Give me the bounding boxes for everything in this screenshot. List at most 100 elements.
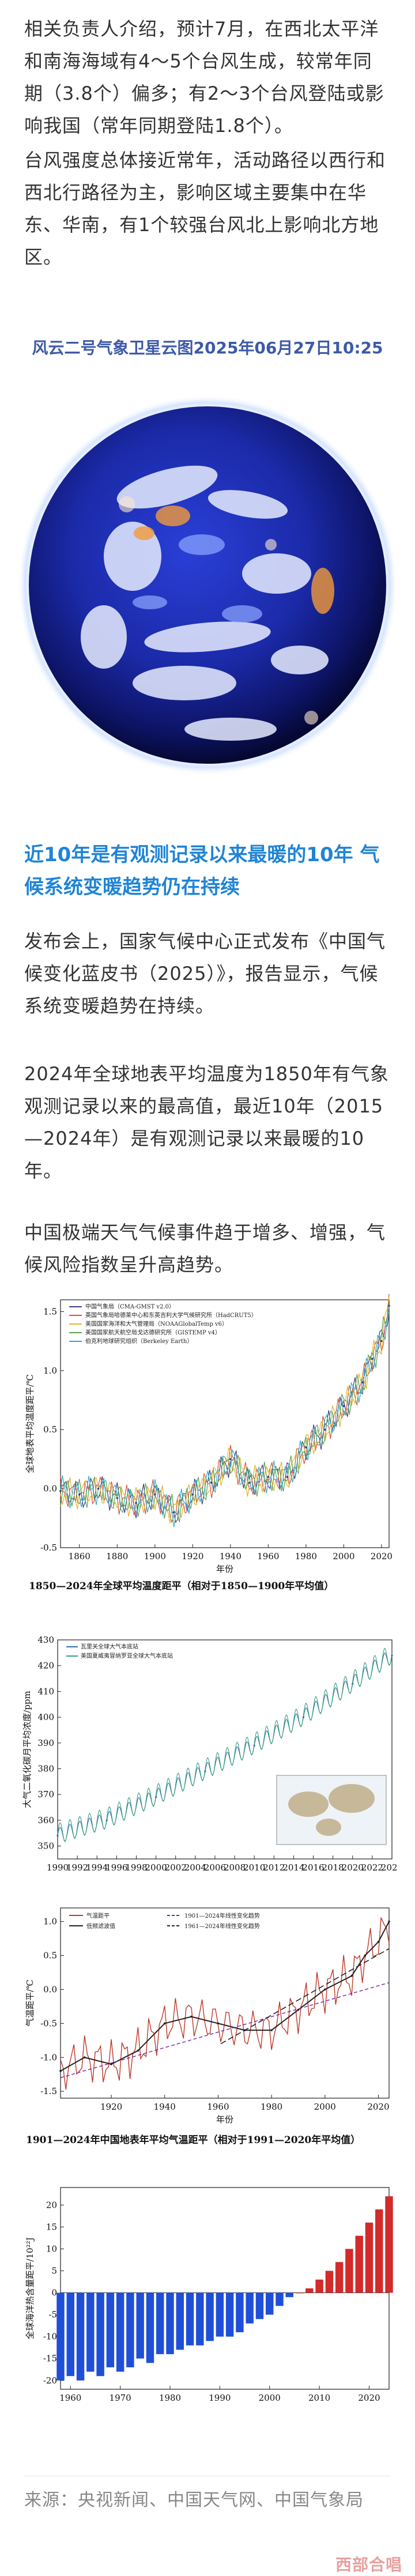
bar — [225, 2292, 234, 2337]
data-point — [388, 1920, 390, 1923]
inset-continent — [288, 1791, 329, 1817]
legend-label: 英国气象局哈德莱中心和东英吉利大学气候研究所（HadCRUT5） — [85, 1311, 257, 1319]
x-tick-label: 2024 — [381, 1862, 398, 1873]
data-point — [305, 1446, 307, 1449]
paragraph-bluebook: 发布会上，国家气候中心正式发布《中国气候变化蓝皮书（2025）》，报告显示，气候… — [24, 930, 386, 1017]
data-point — [210, 1481, 213, 1484]
series-line-filtered — [60, 1921, 390, 2072]
x-tick-label: 2000 — [259, 2393, 281, 2403]
data-point — [267, 1476, 270, 1478]
data-point — [59, 2070, 62, 2072]
bar — [315, 2279, 323, 2293]
y-tick-label: 0.0 — [43, 1984, 57, 1994]
x-tick-label: 2022 — [361, 1862, 383, 1873]
y-tick-label: 20 — [46, 2200, 57, 2210]
legend-label: 1901—2024年线性变化趋势 — [184, 1912, 260, 1919]
bar — [166, 2292, 174, 2355]
data-point — [302, 1716, 305, 1718]
bar — [375, 2209, 383, 2293]
x-tick-label: 2004 — [184, 1862, 206, 1873]
y-axis-label: 全球海洋热含量距平/10²²J — [25, 2237, 35, 2339]
bar — [295, 2292, 304, 2294]
bar — [56, 2292, 65, 2381]
paragraph-extreme-weather: 中国极端天气气候事件趋于增多、增强，气候风险指数呈升高趋势。 — [24, 1221, 386, 1276]
bar — [126, 2292, 134, 2367]
y-tick-label: -5 — [48, 2310, 57, 2320]
x-tick-label: 2000 — [314, 2102, 336, 2112]
chart-ocean-heat: 1960 1970 1980 1990 2000 2010 2020-20-15-10-50… — [25, 2187, 393, 2403]
y-tick-label: 370 — [37, 1789, 54, 1800]
data-point — [270, 2029, 273, 2031]
data-point — [361, 1381, 364, 1384]
legend-label: 低频滤波值 — [86, 1922, 115, 1930]
inset-map — [276, 1775, 387, 1845]
x-tick-label: 1990 — [209, 2393, 231, 2403]
x-tick-label: 2000 — [333, 1551, 354, 1562]
y-tick-label: -1.0 — [40, 2052, 57, 2062]
data-point — [217, 2022, 220, 2025]
y-tick-label: 10 — [46, 2244, 57, 2254]
x-tick-label: 1960 — [59, 2393, 81, 2403]
data-point — [153, 1493, 156, 1496]
legend-label: 美国国家海洋和大气管理局（NOAAGlobalTemp v6） — [85, 1320, 228, 1327]
y-tick-label: 0.5 — [43, 1424, 57, 1435]
data-point — [248, 1481, 251, 1484]
chart-global-temperature: 1860 1880 1900 1920 1940 1960 1980 2000 2020 -0.5… — [25, 1293, 393, 1592]
data-point — [286, 1476, 288, 1478]
y-axis-label: 全球地表平均温度距平/℃ — [25, 1374, 35, 1473]
figure-co2-concentration[interactable]: 1990 1992 1994 1996 1998 2000 2002 2004 2006 2008… — [17, 1631, 403, 1885]
data-point — [105, 1819, 108, 1821]
chart-co2-concentration: 1990199219941996199820002002200420062008… — [22, 1635, 403, 1873]
legend-label: 伯克利地球研究组织（Berkeley Earth） — [85, 1337, 193, 1345]
figure-global-temperature[interactable]: 1860 1880 1900 1920 1940 1960 1980 2000 2020 -0.5… — [17, 1291, 398, 1614]
x-tick-label: 1996 — [105, 1862, 127, 1873]
plot-frame — [60, 1907, 390, 2099]
series-line — [60, 1293, 390, 1524]
x-tick-label: 1998 — [125, 1862, 147, 1873]
data-point — [59, 1489, 62, 1492]
x-tick-label: 1880 — [106, 1551, 128, 1562]
series-line — [60, 1297, 390, 1524]
y-tick-label: -0.5 — [40, 2018, 57, 2028]
x-tick-label: 2002 — [165, 1862, 187, 1873]
bar — [176, 2292, 184, 2350]
y-tick-label: 1.0 — [43, 1366, 57, 1376]
data-point — [323, 1428, 326, 1431]
data-point — [371, 1357, 373, 1360]
data-point — [172, 1511, 175, 1514]
bar — [276, 2292, 284, 2306]
x-tick-label: 2000 — [145, 1862, 167, 1873]
figure-ocean-heat[interactable]: 1960 1970 1980 1990 2000 2010 2020 -20 -15 -10 -5 0… — [17, 2179, 398, 2409]
x-tick-label: 1970 — [110, 2393, 131, 2403]
bar — [385, 2196, 393, 2293]
x-tick-label: 2006 — [204, 1862, 226, 1873]
bar — [136, 2292, 144, 2359]
bar — [96, 2292, 104, 2377]
legend-label: 1961—2024年线性变化趋势 — [184, 1922, 260, 1930]
x-tick-label: 2016 — [302, 1862, 324, 1873]
data-point — [78, 1493, 81, 1496]
inset-continent — [329, 1784, 375, 1813]
data-point — [380, 1340, 383, 1342]
figure-china-temperature[interactable]: 1920 1940 1960 1980 2000 2020 -1.5 -1.0 -0.5 0.0 0… — [17, 1899, 398, 2164]
bar — [236, 2292, 244, 2333]
y-tick-label: 350 — [37, 1841, 54, 1851]
data-point — [110, 2063, 112, 2065]
y-tick-label: 0.0 — [43, 1484, 57, 1494]
y-tick-label: 400 — [37, 1712, 54, 1722]
section-heading: 近10年是有观测记录以来最暖的10年 气候系统变暖趋势仍在持续 — [24, 843, 380, 899]
bar — [146, 2292, 154, 2363]
data-point — [297, 2008, 300, 2011]
data-point — [350, 1975, 353, 1977]
y-tick-label: 15 — [46, 2222, 57, 2232]
satellite-cloud-image[interactable]: 风云二号气象卫星云图2025年06月27日10:25 — [0, 314, 415, 833]
chart-title: 1850—2024年全球平均温度距平（相对于1850—1900年平均值） — [29, 1580, 334, 1592]
data-point — [391, 1654, 393, 1657]
x-tick-label: 1900 — [144, 1551, 166, 1562]
bar — [186, 2292, 194, 2345]
y-tick-label: 420 — [37, 1661, 54, 1671]
bar — [206, 2292, 214, 2341]
y-tick-label: 360 — [37, 1815, 54, 1826]
series-line — [57, 1647, 393, 1843]
x-tick-label: 1990 — [47, 1862, 69, 1873]
